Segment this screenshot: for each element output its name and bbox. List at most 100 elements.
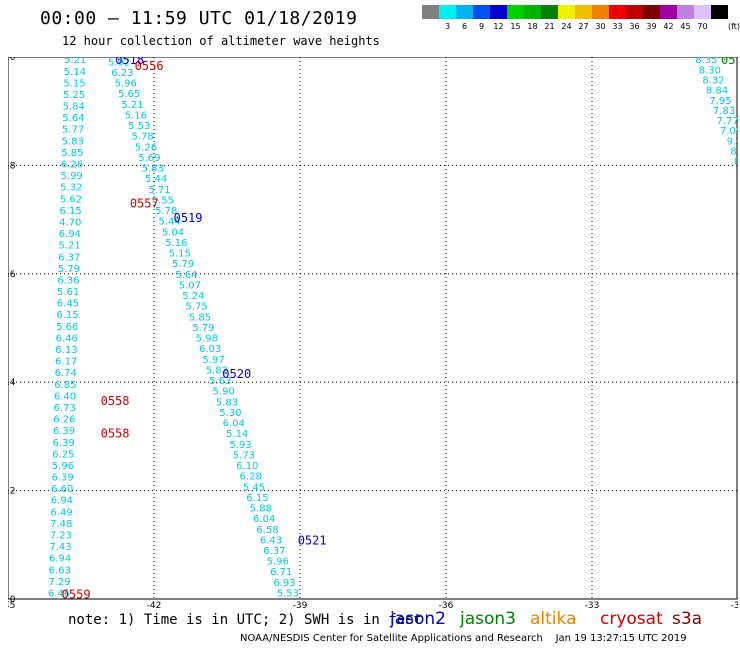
wave-height-value: 6.13 bbox=[55, 345, 77, 356]
pass-number-label: 0518 bbox=[115, 57, 144, 67]
wave-height-value: 4.70 bbox=[59, 217, 81, 228]
legend-label: 21 bbox=[544, 22, 555, 31]
legend-swatch bbox=[439, 5, 456, 19]
wave-height-value: 6.15 bbox=[59, 206, 81, 217]
lon-tick-label: -30 bbox=[731, 601, 738, 609]
legend-swatch bbox=[541, 5, 558, 19]
wave-height-value: 5.92 bbox=[108, 57, 130, 68]
wave-height-value: 5.73 bbox=[233, 450, 255, 461]
wave-height-value: 6.74 bbox=[55, 368, 77, 379]
wave-height-value: 8.3 bbox=[730, 147, 738, 158]
wave-height-value: 6.04 bbox=[253, 514, 275, 525]
wave-height-value: 5.30 bbox=[219, 408, 241, 419]
wave-height-value: 5.15 bbox=[169, 249, 191, 260]
wave-height-value: 5.79 bbox=[192, 323, 214, 334]
legend-entry bbox=[711, 5, 728, 31]
legend-label: 15 bbox=[510, 22, 521, 31]
map-grid bbox=[8, 57, 738, 599]
footer-credit: NOAA/NESDIS Center for Satellite Applica… bbox=[240, 633, 687, 644]
wave-height-value: 8.3 bbox=[734, 157, 738, 168]
wave-height-value: 8.32 bbox=[702, 75, 724, 86]
wave-height-value: 6.94 bbox=[49, 554, 71, 565]
wave-height-value: 5.55 bbox=[152, 195, 174, 206]
wave-height-value: 5.96 bbox=[52, 461, 74, 472]
lat-tick-label: 18 bbox=[8, 161, 16, 171]
wave-height-value: 6.45 bbox=[48, 588, 70, 599]
wave-height-value: 7.09 bbox=[720, 126, 738, 137]
wave-height-value: 5.63 bbox=[209, 376, 231, 387]
lon-tick-label: -33 bbox=[585, 601, 600, 609]
satellite-altika-label: altika bbox=[530, 609, 577, 629]
wave-height-value: 5.21 bbox=[64, 57, 86, 66]
wave-height-value: 7.48 bbox=[50, 519, 72, 530]
wave-height-value: 6.94 bbox=[59, 229, 81, 240]
wave-height-value: 6.45 bbox=[57, 299, 79, 310]
lon-tick-label: -42 bbox=[147, 601, 162, 609]
legend-entry: 24 bbox=[558, 5, 575, 31]
wave-height-value: 5.97 bbox=[202, 355, 224, 366]
legend-swatch bbox=[507, 5, 524, 19]
legend-label: 45 bbox=[680, 22, 691, 31]
wave-height-value: 7.77 bbox=[716, 116, 738, 127]
wave-height-value: 5.24 bbox=[182, 291, 204, 302]
map-subtitle: 12 hour collection of altimeter wave hei… bbox=[62, 34, 380, 48]
legend-label: 70 bbox=[697, 22, 708, 31]
wave-height-value: 5.64 bbox=[175, 270, 197, 281]
legend-label: 33 bbox=[612, 22, 623, 31]
wave-height-value: 5.96 bbox=[267, 557, 289, 568]
wave-height-value: 6.73 bbox=[54, 403, 76, 414]
wave-height-value: 6.94 bbox=[51, 496, 73, 507]
satellite-tracks: 5.215.145.155.255.845.645.775.835.856.26… bbox=[48, 57, 738, 599]
legend-swatch bbox=[524, 5, 541, 19]
pass-number-label: 0559 bbox=[62, 588, 91, 602]
legend-swatch bbox=[694, 5, 711, 19]
wave-height-value: 6.26 bbox=[53, 415, 75, 426]
legend-label: 9 bbox=[478, 22, 485, 31]
wave-height-value: 5.83 bbox=[142, 164, 164, 175]
legend-entry: 27 bbox=[575, 5, 592, 31]
legend-label: 30 bbox=[595, 22, 606, 31]
wave-height-value: 6.63 bbox=[49, 565, 71, 576]
wave-height-value: 7.23 bbox=[50, 531, 72, 542]
wave-height-value: 5.07 bbox=[179, 280, 201, 291]
lat-tick-label: 10 bbox=[8, 595, 16, 605]
legend-entry: 21 bbox=[541, 5, 558, 31]
satellite-jason3-label: jason3 bbox=[460, 609, 516, 629]
legend-label: 18 bbox=[527, 22, 538, 31]
legend-entry: 39 bbox=[643, 5, 660, 31]
legend-swatch bbox=[422, 5, 439, 19]
pass-number-label: 0558 bbox=[101, 427, 130, 441]
wave-height-value: 8.30 bbox=[699, 65, 721, 76]
wave-height-value: 5.53 bbox=[277, 588, 299, 599]
wave-height-value: 5.98 bbox=[196, 334, 218, 345]
legend-swatch bbox=[643, 5, 660, 19]
wave-height-value: 5.65 bbox=[118, 89, 140, 100]
legend-entry: 9 bbox=[473, 5, 490, 31]
wave-height-value: 6.36 bbox=[57, 275, 79, 286]
map-frame bbox=[8, 57, 738, 600]
legend-swatch bbox=[456, 5, 473, 19]
legend-entry bbox=[422, 5, 439, 31]
legend-entry: 6 bbox=[456, 5, 473, 31]
legend-entry: 45 bbox=[677, 5, 694, 31]
lat-tick-label: 20 bbox=[8, 57, 16, 63]
wave-height-value: 5.93 bbox=[229, 440, 251, 451]
wave-height-value: 6.43 bbox=[260, 535, 282, 546]
wave-height-value: 5.44 bbox=[145, 174, 167, 185]
lat-tick-label: 12 bbox=[8, 487, 15, 497]
pass-number-label: 0521 bbox=[298, 533, 327, 547]
legend-entry: 42 bbox=[660, 5, 677, 31]
legend-entry: 36 bbox=[626, 5, 643, 31]
lon-tick-label: -36 bbox=[439, 601, 454, 609]
legend-swatch bbox=[626, 5, 643, 19]
wave-height-value: 6.15 bbox=[246, 493, 268, 504]
legend-swatch bbox=[575, 5, 592, 19]
legend-label: 6 bbox=[461, 22, 468, 31]
wave-height-value: 6.93 bbox=[273, 578, 295, 589]
wave-height-value: 5.83 bbox=[62, 136, 84, 147]
wave-height-value: 5.99 bbox=[61, 171, 83, 182]
wave-height-value: 6.49 bbox=[50, 507, 72, 518]
map-border bbox=[8, 57, 738, 600]
wave-height-value: 6.10 bbox=[236, 461, 258, 472]
